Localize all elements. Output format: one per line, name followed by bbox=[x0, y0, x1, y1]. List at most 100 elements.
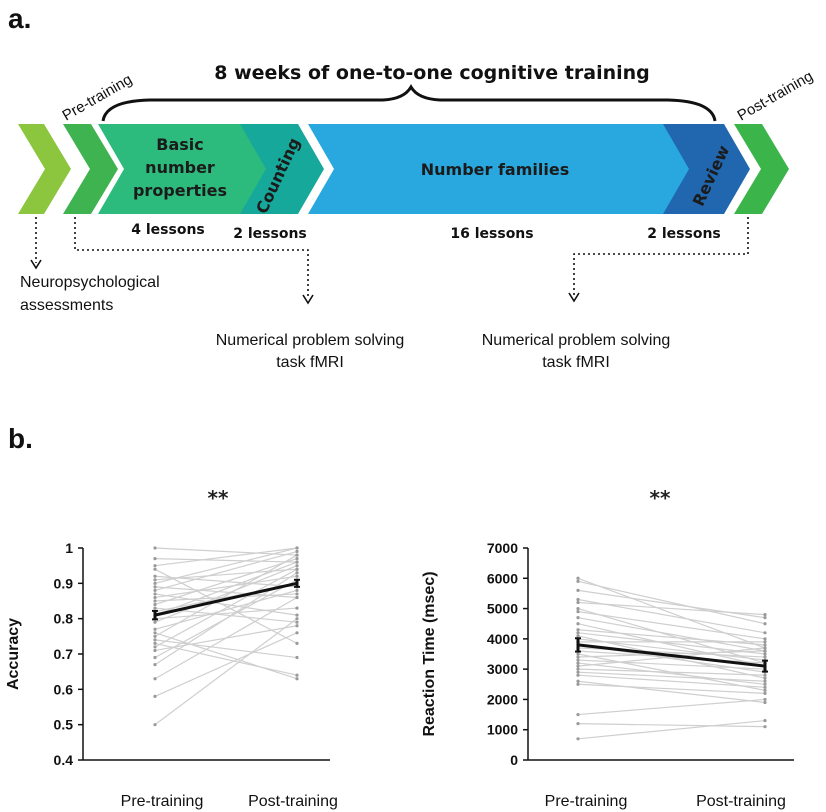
subject-point bbox=[763, 622, 767, 626]
subject-line bbox=[577, 617, 766, 652]
subject-line bbox=[577, 598, 766, 634]
subject-point bbox=[763, 685, 767, 689]
subject-point bbox=[576, 679, 580, 683]
x-category-label: Post-training bbox=[248, 793, 338, 810]
subject-point bbox=[576, 579, 580, 583]
subject-point bbox=[295, 631, 299, 635]
basic-line-2: number bbox=[145, 158, 215, 177]
subject-point bbox=[295, 549, 299, 554]
subject-point bbox=[576, 588, 580, 593]
subject-point bbox=[295, 592, 299, 596]
fmri1-line-1: Numerical problem solving bbox=[216, 332, 405, 349]
subject-point bbox=[763, 613, 767, 617]
subject-point bbox=[153, 585, 157, 589]
subject-point bbox=[763, 719, 767, 723]
y-tick-label: 1000 bbox=[487, 722, 518, 738]
subject-line bbox=[577, 623, 766, 667]
subject-point bbox=[763, 725, 767, 729]
subject-point bbox=[153, 546, 157, 550]
subject-point bbox=[153, 634, 157, 638]
subject-point bbox=[763, 682, 767, 686]
subject-point bbox=[153, 599, 157, 603]
y-tick-label: 4000 bbox=[487, 631, 518, 647]
subject-point bbox=[295, 641, 299, 646]
subject-point bbox=[295, 557, 299, 561]
y-tick-label: 5000 bbox=[487, 601, 518, 617]
subject-point bbox=[153, 602, 157, 607]
segment-families bbox=[308, 124, 703, 214]
subject-point bbox=[153, 581, 157, 585]
subject-point bbox=[295, 560, 299, 564]
subject-line bbox=[577, 577, 766, 649]
subject-point bbox=[763, 679, 767, 683]
chevron-post bbox=[734, 124, 789, 214]
subject-line bbox=[154, 632, 298, 680]
lessons-counting: 2 lessons bbox=[233, 226, 307, 242]
subject-point bbox=[576, 673, 580, 677]
subject-point bbox=[295, 655, 299, 660]
subject-line bbox=[154, 565, 298, 623]
subject-point bbox=[295, 595, 299, 600]
subject-point bbox=[763, 637, 767, 641]
subject-point bbox=[576, 722, 580, 726]
chevron-pre-1 bbox=[18, 124, 71, 214]
subject-line bbox=[577, 683, 766, 694]
y-tick-label: 3000 bbox=[487, 661, 518, 677]
subject-point bbox=[576, 652, 580, 656]
subject-line bbox=[154, 547, 298, 567]
subject-point bbox=[153, 694, 157, 699]
subject-point bbox=[763, 646, 767, 650]
arrowheads bbox=[30, 259, 580, 305]
fmri2-line-1: Numerical problem solving bbox=[482, 332, 671, 349]
subject-point bbox=[295, 620, 299, 624]
lessons-families: 16 lessons bbox=[450, 226, 533, 242]
subject-point bbox=[576, 670, 580, 674]
subject-point bbox=[153, 723, 157, 727]
subject-point bbox=[153, 606, 157, 610]
subject-point bbox=[576, 634, 580, 638]
subject-line bbox=[154, 632, 298, 697]
post-training-label: Post-training bbox=[735, 68, 816, 125]
subject-point bbox=[576, 597, 580, 602]
subject-point bbox=[153, 631, 157, 635]
subject-point bbox=[295, 553, 299, 557]
x-category-label: Post-training bbox=[696, 793, 786, 810]
subject-line bbox=[577, 629, 766, 646]
subject-line bbox=[154, 568, 298, 644]
subject-point bbox=[576, 631, 580, 635]
subject-line bbox=[154, 625, 298, 652]
subject-point bbox=[763, 673, 767, 677]
subject-point bbox=[153, 595, 157, 600]
subject-line bbox=[154, 642, 298, 676]
subject-point bbox=[153, 578, 157, 582]
subject-point bbox=[576, 600, 580, 605]
subject-point bbox=[295, 571, 299, 575]
subject-line bbox=[577, 674, 766, 688]
segment-basic bbox=[98, 124, 268, 214]
subject-point bbox=[295, 613, 299, 617]
y-tick-label: 0.7 bbox=[54, 646, 74, 662]
y-tick-label: 0.8 bbox=[54, 611, 74, 627]
dotted-connectors bbox=[35, 217, 749, 298]
subject-line bbox=[577, 632, 766, 655]
subject-line bbox=[577, 720, 766, 740]
subject-line bbox=[154, 607, 298, 620]
subject-point bbox=[576, 682, 580, 686]
subject-point bbox=[763, 655, 767, 659]
basic-line-3: properties bbox=[133, 181, 227, 200]
subject-line bbox=[577, 662, 766, 685]
subject-point bbox=[153, 574, 157, 578]
pre-training-label: Pre-training bbox=[60, 71, 136, 124]
subject-point bbox=[295, 567, 299, 571]
subject-point bbox=[763, 688, 767, 692]
subject-point bbox=[295, 588, 299, 593]
subject-point bbox=[295, 606, 299, 610]
subject-point bbox=[763, 700, 767, 705]
subject-line bbox=[577, 580, 766, 625]
subject-point bbox=[763, 649, 767, 653]
chevron-pre-2 bbox=[63, 124, 118, 214]
subject-point bbox=[576, 610, 580, 614]
neuro-line-1: Neuropsychological bbox=[20, 274, 160, 291]
subject-line bbox=[154, 558, 298, 563]
